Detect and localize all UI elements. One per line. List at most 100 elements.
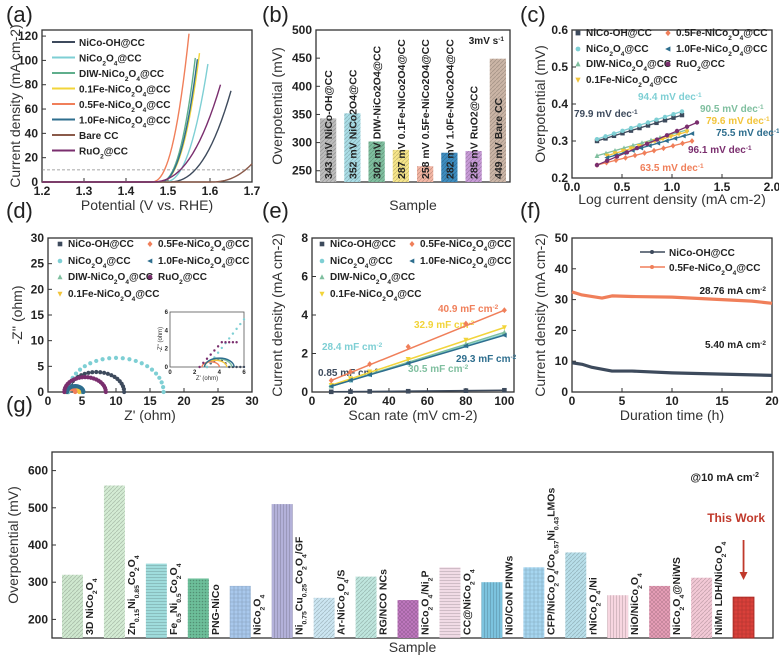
text-span: Bare CC (79, 131, 118, 142)
y-tick-label: 200 (28, 612, 48, 626)
data-point (689, 131, 695, 137)
y-tick-label: 15 (31, 308, 45, 322)
subscript: 2 (114, 279, 118, 286)
text-span: Duration time (h) (620, 407, 724, 423)
y-tick-label: 350 (292, 107, 312, 121)
legend-marker (147, 258, 153, 264)
y-axis-label: Current density (mA cm-2) (7, 24, 23, 187)
y-tick-label: 20 (25, 151, 39, 165)
inset-y-tick-label: 0 (165, 365, 169, 371)
series-line (42, 163, 253, 183)
series-line (42, 63, 209, 183)
y-tick-label: 450 (292, 51, 312, 65)
legend-label: 0.1Fe-NiCo2O4@CC (586, 75, 677, 89)
fit-line (331, 326, 505, 386)
text-span: Fe (168, 623, 180, 635)
legend-label: NiCo-OH@CC (669, 248, 735, 259)
bar-pattern (607, 595, 629, 638)
inset-point (216, 345, 220, 348)
data-point (502, 387, 507, 393)
legend-label: 0.5Fe-NiCo2O4@CC (676, 28, 767, 42)
x-axis-label: Z' (ohm) (124, 407, 176, 423)
text-span: @CC (647, 59, 671, 70)
text-span: DIW-NiCo (79, 69, 125, 80)
text-span: O (629, 577, 641, 585)
x-tick-label: 15 (715, 394, 729, 408)
text-span: O (386, 289, 394, 300)
data-point (651, 147, 657, 154)
text-span: -Z'' (ohm) (9, 285, 25, 344)
text-span: 20 (555, 323, 569, 337)
text-span: O (336, 583, 348, 591)
text-span: 40 (555, 262, 569, 276)
x-axis-label: Duration time (h) (620, 407, 724, 423)
subscript: 2 (609, 51, 613, 58)
data-point (133, 358, 138, 364)
subscript: 2 (637, 585, 644, 589)
text-span: 0.5Fe-NiCo (669, 263, 721, 274)
text-span: 20 (177, 394, 191, 408)
text-span: 450 (292, 51, 312, 65)
legend-label: 1.0Fe-NiCo2O4@CC (676, 44, 767, 58)
legend-marker (409, 241, 415, 247)
data-point (614, 154, 620, 159)
text-span: O (135, 85, 143, 96)
data-point (637, 125, 642, 131)
text-span: 1.0Fe-NiCo (79, 116, 131, 127)
text-span: O (129, 69, 137, 80)
text-span: DIW-NiCo (586, 59, 632, 70)
data-point (127, 357, 132, 362)
text-span: 1.0Fe-NiCo (420, 256, 472, 267)
text-span: 30 (31, 231, 45, 245)
text-span: 0 (37, 385, 44, 399)
legend-marker (319, 258, 325, 264)
legend-marker (57, 241, 63, 247)
data-point (604, 153, 610, 159)
data-point (611, 133, 617, 139)
x-tick-label: 1.4 (118, 184, 135, 198)
data-point (679, 109, 685, 114)
text-span: 100 (18, 53, 38, 67)
text-span: 32.9 mF cm (414, 320, 469, 331)
data-point (694, 120, 700, 125)
text-span: Overpotential (mV) (269, 47, 285, 164)
text-span: Current density (mA cm-2) (7, 24, 23, 187)
legend-label: RuO2@CC (676, 59, 725, 73)
inset-x-label: Z' (ohm) (196, 376, 218, 382)
y-tick-label: 0.5 (551, 60, 568, 74)
y-axis-label: Current density (mA cm-2) (269, 233, 285, 396)
y-tick-label: 400 (292, 79, 312, 93)
text-span: (g) (6, 392, 33, 417)
text-span: 0 (45, 394, 52, 408)
data-point (624, 150, 630, 155)
y-tick-label: 300 (28, 575, 48, 589)
subscript: 0.5 (175, 593, 182, 603)
subscript: 2 (382, 296, 386, 303)
subscript: 2 (427, 577, 434, 581)
text-span: O (380, 272, 388, 283)
data-point (82, 371, 87, 376)
text-span: NiCo (420, 611, 432, 636)
x-axis-label: Potential (V vs. RHE) (81, 197, 213, 213)
text-span: @CC (117, 54, 141, 65)
data-point (86, 370, 91, 375)
text-span: @NiWS (671, 557, 683, 595)
text-span: O (642, 75, 650, 86)
x-tick-label: 25 (211, 394, 225, 408)
slope-label: 63.5 mV dec-1 (640, 163, 704, 175)
text-span: 0.5Fe-NiCo (420, 239, 472, 250)
bar-label: 343 mV NiCo-OH@CC (323, 70, 335, 179)
subscript: 4 (114, 60, 118, 67)
data-point (628, 146, 634, 152)
text-span: Potential (V vs. RHE) (81, 197, 213, 213)
text-span: 5 (619, 394, 626, 408)
final-value-label: 5.40 mA cm-2 (705, 340, 766, 352)
text-span: 282 mV 1.0Fe-NiCo2O4@CC (444, 39, 456, 179)
data-point (328, 389, 334, 395)
text-span: NiO/NiCo (629, 589, 641, 635)
y-tick-label: 0.2 (551, 171, 568, 185)
data-point (639, 140, 645, 146)
x-tick-label: 0.0 (564, 180, 581, 194)
superscript: -2 (462, 364, 468, 371)
data-point (637, 123, 642, 128)
